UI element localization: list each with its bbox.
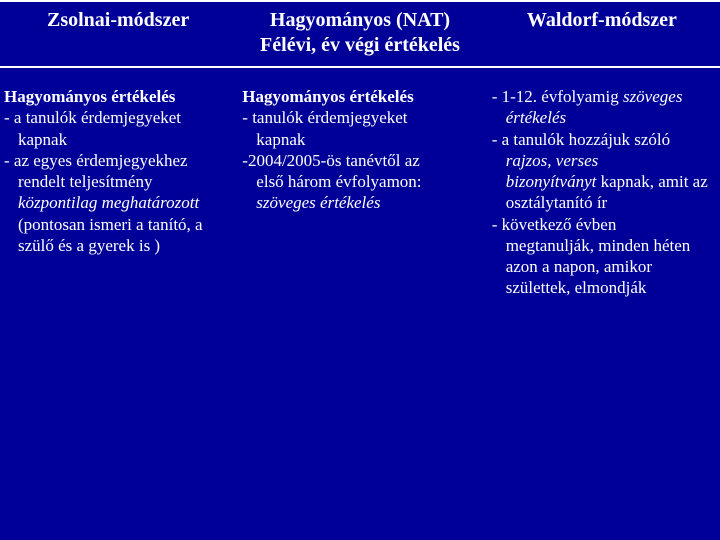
col3-l5a: bizonyítványt [506,172,597,191]
body-col-2: Hagyományos értékelés - tanulók érdemjeg… [232,86,481,299]
header-col-2-line2: Félévi, év végi értékelés [260,34,460,56]
slide: Zsolnai-módszer Hagyományos (NAT) Félévi… [0,0,720,540]
col3-l1a: - 1-12. évfolyamig [492,87,623,106]
header-col-3: Waldorf-módszer [484,2,720,66]
col1-line: (pontosan ismeri a tanító, a [4,214,226,235]
col1-line: kapnak [4,129,226,150]
col1-line: - az egyes érdemjegyekhez [4,150,226,171]
col3-line: - 1-12. évfolyamig szöveges [492,86,714,107]
col1-line: szülő és a gyerek is ) [4,235,226,256]
table-header-row: Zsolnai-módszer Hagyományos (NAT) Félévi… [0,0,720,68]
body-col-1: Hagyományos értékelés - a tanulók érdemj… [0,86,232,299]
header-col-2-line1: Hagyományos (NAT) [270,9,450,31]
col3-l1b: szöveges [623,87,682,106]
col3-line: értékelés [492,107,714,128]
header-col-1-text: Zsolnai-módszer [47,9,189,31]
col3-line: osztálytanító ír [492,192,714,213]
col2-line: szöveges értékelés [242,192,475,213]
col3-line: születtek, elmondják [492,277,714,298]
body-col-3: - 1-12. évfolyamig szöveges értékelés - … [482,86,720,299]
header-col-1: Zsolnai-módszer [0,2,236,66]
col1-line: központilag meghatározott [4,192,226,213]
col3-line: azon a napon, amikor [492,256,714,277]
col2-line: első három évfolyamon: [242,171,475,192]
col2-line: - tanulók érdemjegyeket [242,107,475,128]
col3-line: - következő évben [492,214,714,235]
col3-l5b: kapnak, amit az [596,172,707,191]
col2-line: -2004/2005-ös tanévtől az [242,150,475,171]
col3-line: megtanulják, minden héten [492,235,714,256]
header-col-3-text: Waldorf-módszer [527,9,677,31]
col2-title: Hagyományos értékelés [242,86,475,107]
col1-title: Hagyományos értékelés [4,86,226,107]
col1-line: - a tanulók érdemjegyeket [4,107,226,128]
col3-line: bizonyítványt kapnak, amit az [492,171,714,192]
table-body-row: Hagyományos értékelés - a tanulók érdemj… [0,68,720,299]
col3-line: rajzos, verses [492,150,714,171]
col1-line: rendelt teljesítmény [4,171,226,192]
col2-line: kapnak [242,129,475,150]
col3-line: - a tanulók hozzájuk szóló [492,129,714,150]
header-col-2: Hagyományos (NAT) Félévi, év végi értéke… [236,2,484,66]
